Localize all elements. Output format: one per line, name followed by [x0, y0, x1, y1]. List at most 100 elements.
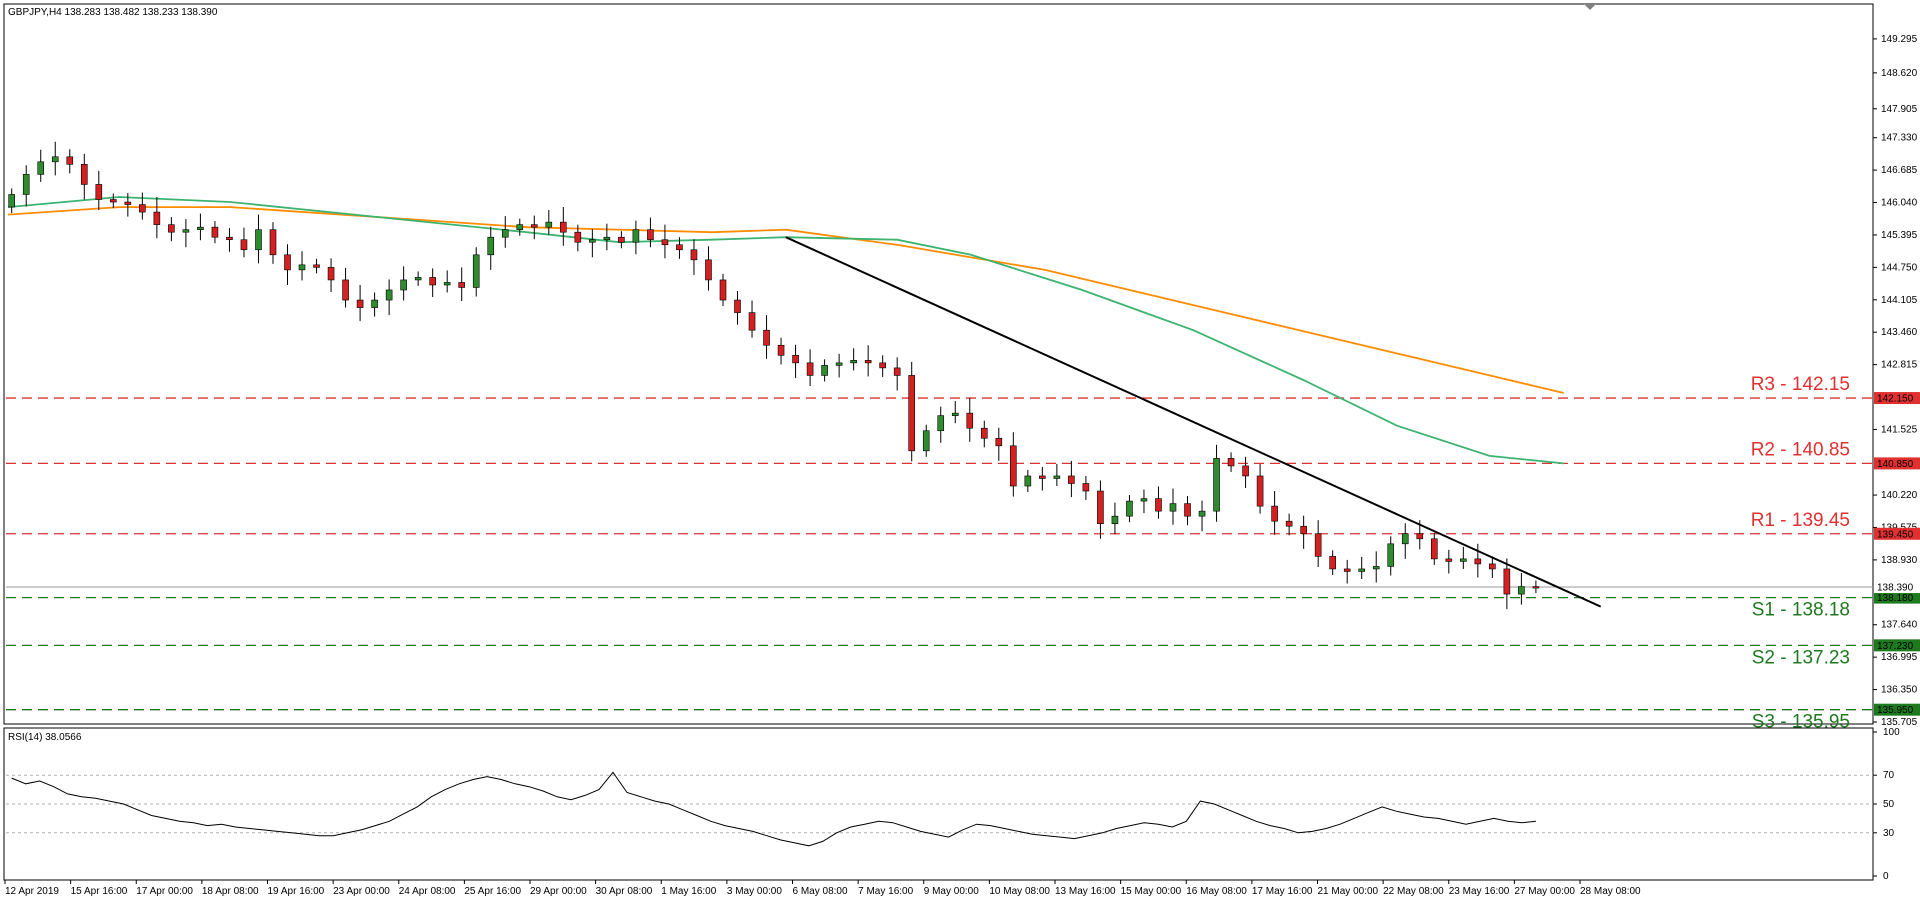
candle	[298, 251, 306, 281]
candle	[429, 268, 436, 298]
candle-body-up	[1198, 510, 1206, 517]
candle-body-down	[748, 312, 756, 331]
time-tick-label: 30 Apr 08:00	[596, 886, 653, 897]
candle-body-up	[850, 360, 857, 364]
level-label-s3: S3 - 135.95	[1752, 712, 1850, 733]
candle-body-down	[429, 277, 436, 286]
candle-body-down	[1256, 475, 1264, 507]
rsi-tick-label: 100	[1883, 727, 1900, 738]
candle	[255, 214, 262, 264]
candle-body-down	[1082, 483, 1090, 492]
candle-body-up	[603, 236, 611, 241]
candle-body-down	[1068, 475, 1075, 484]
time-tick-label: 3 May 00:00	[727, 886, 782, 897]
candle-body-down	[1271, 505, 1278, 522]
candle	[80, 153, 88, 200]
candle	[1489, 556, 1496, 578]
candle	[1140, 489, 1148, 514]
rsi-line	[11, 771, 1536, 847]
candle-body-up	[545, 221, 553, 228]
candle	[22, 165, 30, 207]
candle	[545, 210, 553, 235]
candle	[792, 344, 799, 378]
price-tick-label: 149.295	[1881, 34, 1918, 45]
candle-body-down	[168, 224, 175, 233]
candle	[1518, 572, 1525, 605]
candle-body-up	[1518, 586, 1525, 595]
candle-body-up	[821, 365, 828, 376]
candle	[937, 406, 945, 443]
candle-body-down	[763, 329, 770, 346]
price-tick-label: 148.620	[1881, 68, 1918, 79]
candle-body-up	[197, 226, 204, 230]
rsi-indicator	[6, 771, 1873, 847]
candle	[951, 401, 959, 424]
candle	[1184, 496, 1191, 526]
candle	[589, 229, 596, 258]
price-tick-label: 144.105	[1881, 295, 1918, 306]
candle	[1126, 495, 1133, 523]
candle-body-up	[400, 279, 407, 291]
candle	[124, 192, 132, 217]
candle	[719, 273, 727, 307]
level-tag-r1-bg	[1874, 527, 1920, 540]
candle	[37, 149, 45, 182]
candle-body-down	[879, 362, 886, 369]
candle	[777, 337, 785, 365]
level-label-r3: R3 - 142.15	[1751, 374, 1850, 395]
candle	[472, 247, 480, 297]
candle	[240, 227, 248, 258]
candlesticks	[8, 141, 1540, 610]
candle	[1460, 546, 1467, 569]
candle	[995, 427, 1003, 461]
candle	[530, 215, 538, 240]
candle	[661, 224, 669, 259]
downtrend-line[interactable]	[785, 236, 1602, 608]
time-tick-label: 16 May 08:00	[1186, 886, 1247, 897]
candle	[95, 170, 103, 211]
candle-body-down	[80, 164, 88, 185]
candle-body-down	[908, 375, 916, 452]
candle-body-down	[1503, 568, 1511, 595]
price-tick-label: 146.685	[1881, 165, 1918, 176]
candle	[1387, 536, 1395, 576]
candle-body-down	[66, 156, 74, 165]
candle	[1532, 580, 1540, 594]
candle	[966, 398, 974, 442]
candle-body-up	[1387, 543, 1395, 567]
price-tick-label: 142.815	[1881, 360, 1918, 371]
candle-body-up	[182, 229, 190, 233]
candle-body-up	[1169, 503, 1177, 512]
candle-body-up	[835, 362, 843, 366]
candle-body-up	[951, 412, 959, 416]
candle-body-down	[574, 231, 582, 243]
candle-body-up	[22, 174, 30, 195]
candle	[371, 292, 378, 317]
candle	[574, 224, 582, 252]
candle	[1039, 466, 1046, 491]
candle	[1372, 551, 1380, 583]
candle	[400, 266, 407, 301]
chart-shift-marker-icon[interactable]	[1584, 4, 1596, 10]
candle	[8, 188, 16, 214]
candle-body-down	[777, 344, 785, 356]
candle	[501, 216, 509, 248]
candle-body-down	[893, 367, 901, 376]
time-tick-label: 24 Apr 08:00	[399, 886, 456, 897]
candle	[1169, 488, 1177, 525]
candle-body-up	[443, 282, 451, 286]
candle	[908, 361, 916, 462]
time-tick-label: 18 Apr 08:00	[202, 886, 259, 897]
time-tick-label: 28 May 08:00	[1580, 886, 1641, 897]
candle	[1082, 475, 1090, 501]
candle-body-down	[1329, 556, 1336, 570]
candle	[1242, 456, 1249, 489]
level-label-r2: R2 - 140.85	[1751, 439, 1850, 460]
candle	[748, 300, 756, 338]
candle-body-down	[211, 226, 219, 238]
time-tick-label: 29 Apr 00:00	[530, 886, 587, 897]
time-tick-label: 1 May 16:00	[661, 886, 716, 897]
candle	[1053, 463, 1061, 487]
candle	[342, 267, 349, 308]
